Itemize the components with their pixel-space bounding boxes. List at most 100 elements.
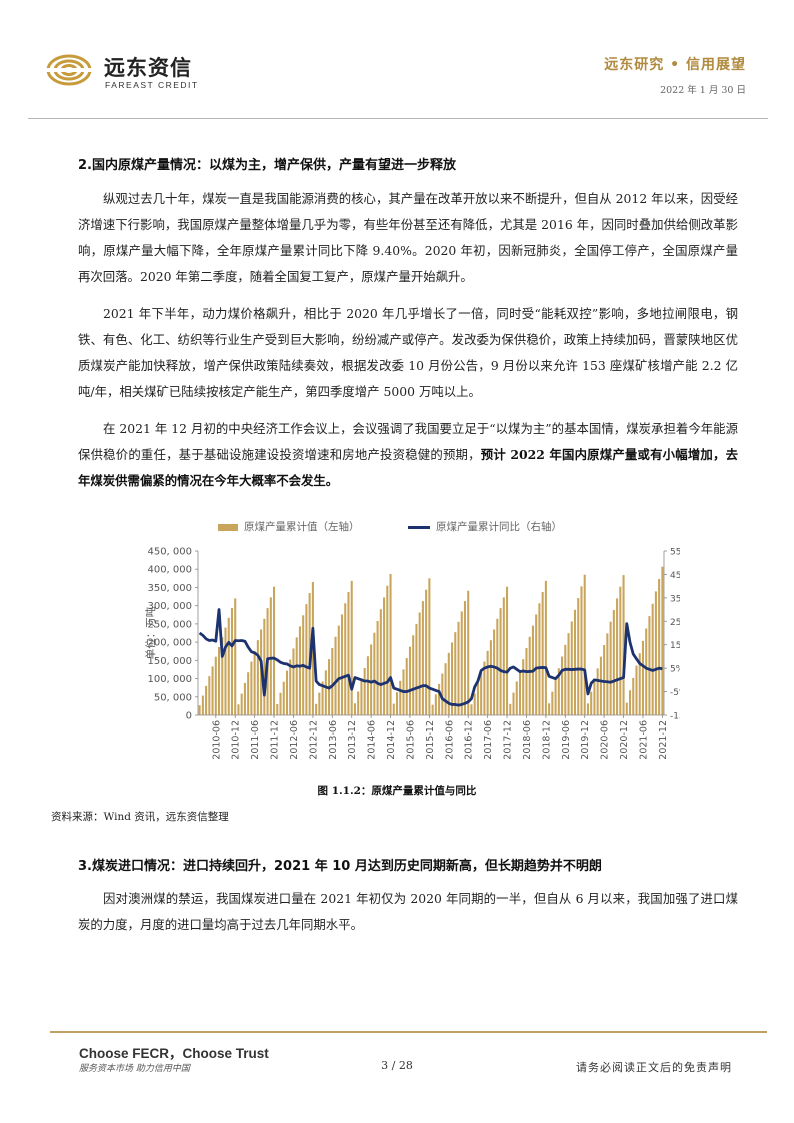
chart-bar bbox=[298, 626, 301, 715]
section-2-paragraph-1: 纵观过去几十年，煤炭一直是我国能源消费的核心，其产量在改革开放以来不断提升，但自… bbox=[78, 191, 738, 284]
chart-bar bbox=[444, 663, 447, 715]
chart-bar bbox=[441, 673, 444, 715]
chart-bar bbox=[609, 621, 612, 715]
chart-bar bbox=[454, 632, 457, 715]
chart-bar bbox=[221, 637, 224, 715]
section-2-heading: 2.国内原煤产量情况：以煤为主，增产保供，产量有望进一步释放 bbox=[78, 158, 456, 173]
chart-bar bbox=[282, 681, 285, 715]
chart-bar bbox=[321, 681, 324, 715]
chart-bar bbox=[577, 598, 580, 715]
left-tick-label: 350, 000 bbox=[147, 583, 192, 594]
right-tick-label: 45% bbox=[670, 571, 680, 581]
fareast-logo-icon bbox=[46, 54, 92, 86]
chart-bar bbox=[357, 691, 360, 715]
chart-bar bbox=[580, 586, 583, 715]
chart-bar bbox=[412, 635, 415, 715]
chart-bar bbox=[214, 656, 217, 715]
x-tick-label: 2010-06 bbox=[211, 720, 222, 760]
chart-bar bbox=[295, 637, 298, 715]
paragraph-3-text: 在 2021 年 12 月初的中央经济工作会议上，会议强调了我国要立足于“以煤为… bbox=[78, 421, 738, 462]
chart-bar bbox=[596, 668, 599, 715]
right-tick-label: 25% bbox=[670, 618, 680, 628]
chart-bar bbox=[515, 681, 518, 715]
chart-bar bbox=[612, 610, 615, 715]
left-tick-label: 150, 000 bbox=[147, 656, 192, 667]
chart-bar bbox=[425, 589, 428, 715]
legend-line-label: 原煤产量累计同比（右轴） bbox=[436, 521, 562, 533]
chart-bar bbox=[405, 658, 408, 715]
chart-bar bbox=[208, 676, 211, 715]
chart-bar bbox=[493, 629, 496, 715]
chart-bar bbox=[438, 683, 441, 715]
x-tick-label: 2010-12 bbox=[231, 720, 242, 760]
x-tick-label: 2018-12 bbox=[541, 720, 552, 760]
section-2-paragraph-2: 2021 年下半年，动力煤价格飙升，相比于 2020 年几乎增长了一倍，同时受“… bbox=[78, 306, 738, 399]
right-tick-label: 5% bbox=[670, 665, 680, 675]
chart-bar bbox=[645, 628, 648, 715]
x-tick-label: 2016-06 bbox=[444, 720, 455, 760]
legend-bar-item: 原煤产量累计值（左轴） bbox=[218, 519, 360, 534]
chart-bar bbox=[551, 691, 554, 715]
chart-bar bbox=[224, 627, 227, 715]
chart-bar bbox=[599, 656, 602, 715]
chart-bar bbox=[285, 670, 289, 715]
left-tick-label: 50, 000 bbox=[154, 692, 192, 703]
chart-bar bbox=[273, 586, 276, 715]
chart-bar bbox=[641, 640, 644, 715]
chart-bar bbox=[654, 591, 657, 715]
chart-bar bbox=[324, 670, 327, 715]
chart-bar bbox=[586, 703, 589, 715]
chart-bar bbox=[447, 652, 450, 715]
right-tick-label: 15% bbox=[670, 641, 680, 651]
x-tick-label: 2015-06 bbox=[405, 720, 416, 760]
chart-bar bbox=[470, 704, 473, 715]
chart-bar bbox=[234, 598, 237, 715]
chart-bar bbox=[512, 692, 515, 715]
chart-bar bbox=[628, 690, 632, 715]
chart-bar bbox=[538, 603, 541, 715]
left-tick-label: 450, 000 bbox=[147, 547, 192, 558]
chart-bar bbox=[625, 702, 628, 715]
chart-bar bbox=[535, 614, 538, 715]
chart-bar bbox=[619, 586, 622, 715]
chart-bar bbox=[350, 580, 353, 715]
chart-bar bbox=[344, 603, 347, 715]
chart-bar bbox=[590, 691, 593, 715]
chart-bar bbox=[347, 592, 350, 715]
chart-bar bbox=[340, 614, 344, 715]
page-number: 3 / 28 bbox=[381, 1059, 413, 1072]
chart-bar bbox=[463, 601, 467, 715]
footer-disclaimer: 请务必阅读正文后的免责声明 bbox=[576, 1061, 732, 1074]
chart-bar bbox=[253, 650, 256, 715]
chart-bar bbox=[389, 573, 392, 715]
paragraph-3-emphasis: 预计 2022 年国内原煤产量或有小幅增加，去年煤炭供需偏紧的情况在今年大概率不… bbox=[78, 447, 738, 488]
footer-divider bbox=[50, 1031, 767, 1033]
section-3-heading: 3.煤炭进口情况：进口持续回升，2021 年 10 月达到历史同期新高，但长期趋… bbox=[78, 859, 602, 874]
x-tick-label: 2014-06 bbox=[367, 720, 378, 760]
x-tick-label: 2017-06 bbox=[483, 720, 494, 760]
x-tick-label: 2011-06 bbox=[250, 720, 261, 760]
chart-bar bbox=[632, 677, 635, 715]
chart-bar bbox=[473, 693, 476, 715]
chart-bar bbox=[486, 650, 489, 715]
chart-bar bbox=[269, 597, 272, 715]
chart-bar bbox=[201, 695, 204, 715]
chart-bar bbox=[554, 679, 557, 715]
x-tick-label: 2011-12 bbox=[270, 720, 281, 760]
chart-bar bbox=[548, 703, 551, 715]
chart-bar bbox=[205, 685, 208, 715]
section-2-paragraph-3: 在 2021 年 12 月初的中央经济工作会议上，会议强调了我国要立足于“以煤为… bbox=[78, 416, 738, 494]
chart-bar bbox=[509, 703, 512, 715]
section-3-paragraph-1: 因对澳洲煤的禁运，我国煤炭进口量在 2021 年初仅为 2020 年同期的一半，… bbox=[78, 891, 738, 932]
chart-bar bbox=[457, 621, 460, 715]
chart-bar bbox=[318, 692, 321, 715]
left-axis-title: 单位：万吨 bbox=[144, 606, 157, 659]
chart-bar bbox=[434, 694, 437, 715]
chart-bar bbox=[603, 645, 606, 715]
x-tick-label: 2020-12 bbox=[619, 720, 630, 760]
chart-bar bbox=[583, 574, 586, 715]
left-tick-label: 200, 000 bbox=[147, 638, 192, 649]
chart-bar bbox=[240, 693, 243, 715]
chart-bar bbox=[315, 703, 318, 715]
chart-bar bbox=[593, 680, 596, 715]
